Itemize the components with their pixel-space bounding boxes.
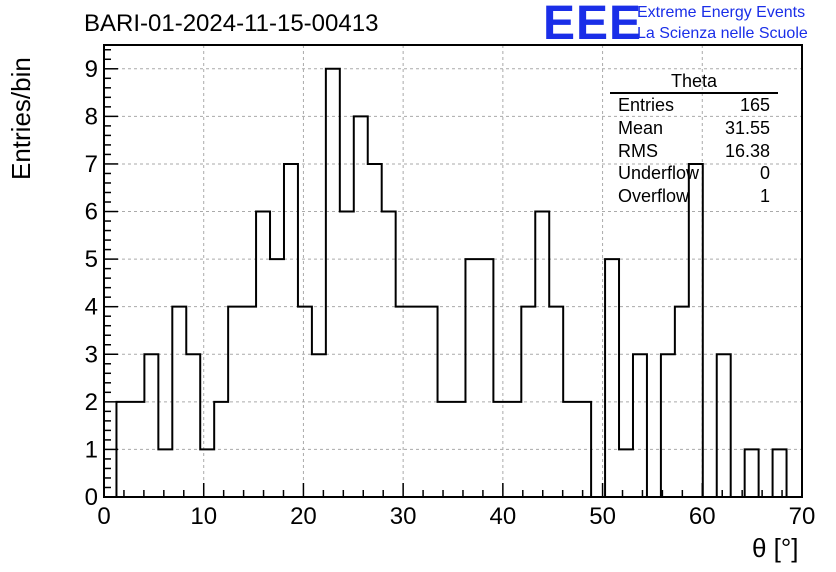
x-tick-label: 70 [789,503,816,530]
stats-value: 1 [759,186,770,207]
stats-label: Mean [618,117,664,138]
y-tick-label: 9 [85,56,98,83]
eee-logo: EEE [543,0,643,50]
stats-row-overflow: Overflow 1 [610,185,778,208]
stats-box: Theta Entries 165 Mean 31.55 RMS 16.38 U… [610,70,778,208]
y-tick-label: 0 [85,484,98,511]
logo-line-1: Extreme Energy Events [637,4,806,21]
x-axis-label: θ [°] [752,533,799,563]
y-tick-label: 6 [85,199,98,226]
chart-title: BARI-01-2024-11-15-00413 [84,10,379,37]
stats-row-underflow: Underflow 0 [610,162,778,185]
stats-label: Overflow [618,186,690,207]
y-tick-label: 5 [85,246,98,273]
x-tick-label: 40 [490,503,517,530]
x-tick-label: 20 [290,503,317,530]
stats-label: RMS [618,140,658,161]
stats-value: 0 [759,163,770,184]
y-axis-label: Entries/bin [6,57,36,180]
y-tick-label: 8 [85,103,98,130]
x-tick-label: 0 [97,503,110,530]
x-tick-label: 10 [190,503,217,530]
histogram-outline [115,67,788,498]
plot-frame [103,44,803,498]
stats-label: Underflow [618,163,700,184]
stats-label: Entries [618,95,675,115]
y-tick-label: 2 [85,389,98,416]
stats-row-mean: Mean 31.55 [610,117,778,140]
x-tick-label: 50 [589,503,616,530]
stats-value: 16.38 [724,140,770,161]
y-tick-label: 3 [85,341,98,368]
stats-value: 31.55 [724,117,770,138]
x-tick-label: 30 [390,503,417,530]
y-tick-label: 1 [85,436,98,463]
x-tick-label: 60 [689,503,716,530]
stats-row-rms: RMS 16.38 [610,140,778,163]
stats-value: 165 [739,95,770,115]
y-tick-label: 4 [85,294,98,321]
stats-title: Theta [610,70,778,94]
stats-row-entries: Entries 165 [610,94,778,117]
y-tick-label: 7 [85,151,98,178]
logo-line-2: La Scienza nelle Scuole [637,25,808,42]
